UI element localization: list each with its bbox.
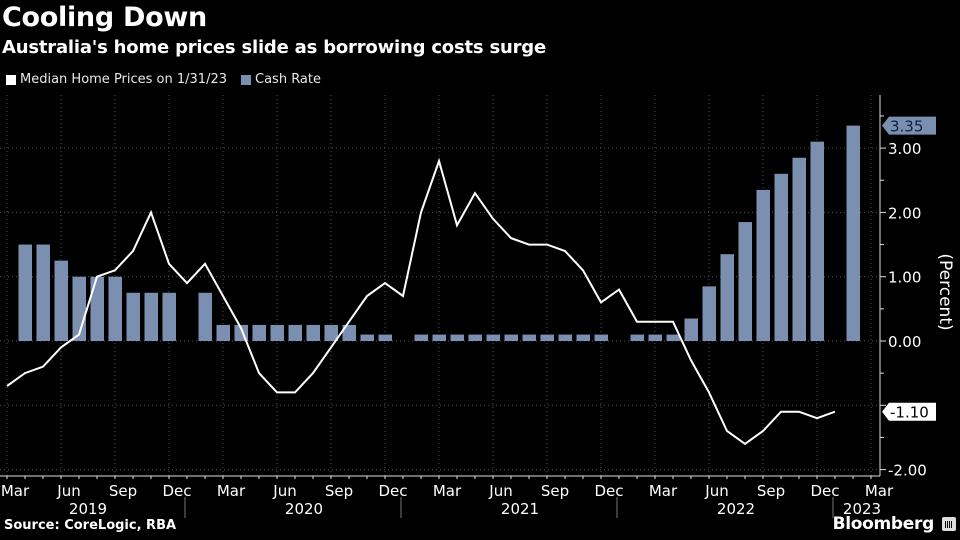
home-price-last-value-text: -1.10 [890, 404, 929, 422]
cash-rate-bar [54, 260, 68, 341]
x-month-label: Mar [865, 482, 894, 500]
legend-item-cash-rate: Cash Rate [241, 72, 321, 87]
cash-rate-bar [684, 318, 698, 341]
x-month-label: Dec [810, 482, 839, 500]
bloomberg-chart-icon [942, 517, 956, 531]
x-year-label: 2022 [717, 500, 755, 518]
cash-rate-bar [810, 141, 824, 341]
cash-rate-bar [36, 244, 50, 341]
x-month-label: Dec [378, 482, 407, 500]
cash-rate-bar [144, 292, 158, 341]
legend-item-home-prices: Median Home Prices on 1/31/23 [6, 72, 227, 87]
cash-rate-bar [468, 334, 482, 341]
cash-rate-bar [792, 157, 806, 341]
x-month-label: Mar [433, 482, 462, 500]
cash-rate-bar [666, 334, 680, 341]
cash-rate-bar [432, 334, 446, 341]
cash-rate-bar [216, 324, 230, 341]
chart-title: Cooling Down [2, 2, 207, 33]
bloomberg-logo: Bloomberg [832, 514, 935, 534]
cash-rate-bar [702, 286, 716, 341]
x-month-label: Sep [325, 482, 353, 500]
legend-swatch-home-prices [6, 74, 16, 85]
y-tick-label: 3.00 [888, 140, 921, 158]
x-month-label: Mar [217, 482, 246, 500]
cash-rate-bar [414, 334, 428, 341]
cash-rate-bar [756, 189, 770, 341]
home-price-last-value-bg [882, 402, 936, 421]
chart-subtitle: Australia's home prices slide as borrowi… [2, 37, 546, 58]
x-month-label: Dec [594, 482, 623, 500]
home-price-last-value: -1.10 [882, 402, 936, 422]
cash-rate-bar [738, 222, 752, 341]
cash-rate-bar [486, 334, 500, 341]
x-year-label: 2023 [843, 500, 881, 518]
cash-rate-bar [288, 324, 302, 341]
cash-rate-bar [648, 334, 662, 341]
cash-rate-bar [18, 244, 32, 341]
legend-swatch-cash-rate [241, 74, 251, 85]
cash-rate-bar [630, 334, 644, 341]
cash-rate-bars [18, 125, 860, 341]
cash-rate-bar [198, 292, 212, 341]
cash-rate-bar [540, 334, 554, 341]
x-month-label: Jun [56, 482, 80, 500]
x-year-label: 2021 [501, 500, 539, 518]
cash-rate-bar [360, 334, 374, 341]
cash-rate-bar [558, 334, 572, 341]
source-note: Source: CoreLogic, RBA [4, 518, 177, 533]
cash-rate-bar [720, 254, 734, 341]
cash-rate-bar [126, 292, 140, 341]
cash-rate-bar [252, 324, 266, 341]
cash-rate-bar [522, 334, 536, 341]
home-price-line-group [6, 157, 836, 446]
x-month-label: Sep [541, 482, 569, 500]
x-month-label: Jun [704, 482, 728, 500]
cash-rate-bar [774, 173, 788, 341]
x-month-label: Jun [488, 482, 512, 500]
cash-rate-last-value: 3.35 [882, 116, 936, 136]
x-year-label: 2020 [285, 500, 323, 518]
cash-rate-bar [306, 324, 320, 341]
cash-rate-bar [504, 334, 518, 341]
x-month-label: Sep [757, 482, 785, 500]
x-month-label: Sep [109, 482, 137, 500]
y-tick-label: 0.00 [888, 333, 921, 351]
x-year-label: 2019 [69, 500, 107, 518]
x-month-label: Jun [272, 482, 296, 500]
cash-rate-last-value-text: 3.35 [890, 118, 923, 136]
y-axis-label: (Percent) [935, 253, 955, 330]
cash-rate-bar [108, 276, 122, 341]
cash-rate-bar [270, 324, 284, 341]
cash-rate-bar [162, 292, 176, 341]
cash-rate-bar [846, 125, 860, 341]
cash-rate-bar [324, 324, 338, 341]
y-tick-label: 1.00 [888, 269, 921, 287]
axes: 3.00 2.00 1.00 0.00 -2.00 Mar Jun Sep Dec Mar Jun S… [0, 95, 936, 518]
legend: Median Home Prices on 1/31/23 Cash Rate [6, 72, 321, 87]
legend-label-home-prices: Median Home Prices on 1/31/23 [20, 72, 227, 87]
cash-rate-last-value-bg [882, 116, 936, 135]
legend-label-cash-rate: Cash Rate [255, 72, 321, 87]
x-month-label: Mar [1, 482, 30, 500]
cash-rate-bar [594, 334, 608, 341]
home-price-line [6, 157, 836, 446]
cash-rate-bar [576, 334, 590, 341]
x-month-label: Dec [162, 482, 191, 500]
x-month-label: Mar [649, 482, 678, 500]
cash-rate-bar [450, 334, 464, 341]
cash-rate-bar [378, 334, 392, 341]
cash-rate-bar [90, 276, 104, 341]
y-tick-label: 2.00 [888, 204, 921, 222]
y-tick-label: -2.00 [888, 462, 927, 480]
cash-rate-bar [342, 324, 356, 341]
